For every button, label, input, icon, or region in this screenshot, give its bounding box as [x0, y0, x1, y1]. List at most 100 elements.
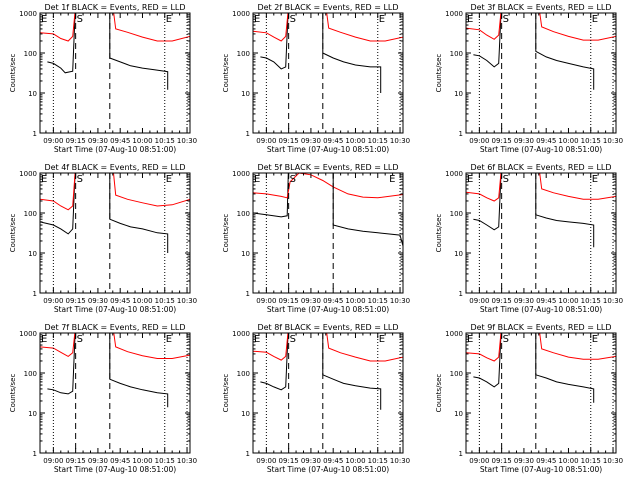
- y-tick-label: 10: [241, 250, 250, 258]
- panel-title: Det 3f BLACK = Events, RED = LLD: [470, 3, 611, 12]
- marker-e: E: [379, 14, 385, 25]
- marker-e: E: [467, 334, 473, 345]
- panel-frame: [39, 332, 191, 454]
- x-tick-label: 09:30: [301, 297, 321, 305]
- x-tick-label: 09:00: [43, 137, 63, 145]
- x-tick-label: 10:15: [581, 457, 601, 465]
- x-axis-label: Start Time (07-Aug-10 08:51:00): [480, 465, 602, 474]
- marker-e: E: [592, 334, 598, 345]
- panel-frame: [465, 172, 617, 294]
- y-tick-label: 1: [246, 450, 250, 458]
- y-tick-label: 1: [33, 450, 37, 458]
- y-axis-label: Counts/sec: [9, 54, 17, 93]
- marker-s: S: [290, 174, 296, 185]
- series-lld: [253, 333, 403, 362]
- marker-s: S: [77, 174, 83, 185]
- x-tick-label: 10:00: [132, 137, 152, 145]
- x-tick-label: 09:45: [110, 297, 130, 305]
- marker-e: E: [389, 174, 395, 185]
- x-tick-label: 09:45: [110, 137, 130, 145]
- x-tick-label: 09:15: [492, 457, 512, 465]
- y-tick-label: 1: [246, 130, 250, 138]
- series-events: [47, 333, 169, 408]
- x-tick-label: 09:15: [66, 137, 86, 145]
- y-tick-label: 1000: [445, 330, 463, 338]
- panel-frame: [252, 12, 404, 134]
- y-tick-label: 100: [24, 370, 37, 378]
- y-tick-label: 1: [459, 130, 463, 138]
- x-tick-label: 09:15: [492, 137, 512, 145]
- panel-det-7: Det 7f BLACK = Events, RED = LLD E S E 1 10 10…: [9, 323, 197, 474]
- x-tick-label: 09:00: [256, 297, 276, 305]
- x-axis-label: Start Time (07-Aug-10 08:51:00): [54, 305, 176, 314]
- y-tick-label: 10: [28, 250, 37, 258]
- x-tick-label: 10:30: [390, 137, 410, 145]
- panel-det-6: Det 6f BLACK = Events, RED = LLD E S E 1 10 10…: [435, 163, 623, 314]
- y-tick-label: 10: [454, 250, 463, 258]
- marker-e: E: [379, 334, 385, 345]
- marker-e: E: [467, 174, 473, 185]
- x-tick-label: 10:15: [155, 297, 175, 305]
- panel-det-3: Det 3f BLACK = Events, RED = LLD E S E 1 10 10…: [435, 3, 623, 154]
- x-axis-label: Start Time (07-Aug-10 08:51:00): [54, 465, 176, 474]
- panel-title: Det 5f BLACK = Events, RED = LLD: [257, 163, 398, 172]
- y-tick-label: 1: [33, 290, 37, 298]
- y-tick-label: 1000: [232, 10, 250, 18]
- x-axis-label: Start Time (07-Aug-10 08:51:00): [480, 305, 602, 314]
- x-tick-label: 10:00: [132, 297, 152, 305]
- marker-s: S: [77, 334, 83, 345]
- panel-title: Det 1f BLACK = Events, RED = LLD: [44, 3, 185, 12]
- y-tick-label: 100: [24, 210, 37, 218]
- x-tick-label: 09:15: [279, 297, 299, 305]
- marker-e: E: [41, 14, 47, 25]
- panel-title: Det 9f BLACK = Events, RED = LLD: [470, 323, 611, 332]
- marker-e: E: [592, 174, 598, 185]
- panel-det-2: Det 2f BLACK = Events, RED = LLD E S E 1 10 10…: [222, 3, 410, 154]
- x-tick-label: 09:00: [43, 457, 63, 465]
- panel-title: Det 6f BLACK = Events, RED = LLD: [470, 163, 611, 172]
- panel-det-9: Det 9f BLACK = Events, RED = LLD E S E 1 10 10…: [435, 323, 623, 474]
- x-tick-label: 09:15: [66, 457, 86, 465]
- x-tick-label: 10:00: [345, 137, 365, 145]
- marker-s: S: [290, 14, 296, 25]
- marker-e: E: [254, 334, 260, 345]
- y-tick-label: 100: [450, 210, 463, 218]
- x-tick-label: 09:00: [469, 297, 489, 305]
- y-tick-label: 1000: [19, 330, 37, 338]
- panel-det-8: Det 8f BLACK = Events, RED = LLD E S E 1 10 10…: [222, 323, 410, 474]
- y-tick-label: 10: [241, 90, 250, 98]
- marker-e: E: [41, 334, 47, 345]
- panel-frame: [252, 332, 404, 454]
- x-tick-label: 10:30: [603, 457, 623, 465]
- x-tick-label: 09:45: [536, 137, 556, 145]
- x-tick-label: 09:00: [256, 457, 276, 465]
- x-tick-label: 09:45: [323, 457, 343, 465]
- x-tick-label: 09:30: [514, 297, 534, 305]
- series-lld: [466, 173, 616, 202]
- panel-frame: [465, 12, 617, 134]
- x-tick-label: 09:00: [469, 137, 489, 145]
- x-tick-label: 10:30: [603, 137, 623, 145]
- x-tick-label: 09:15: [279, 457, 299, 465]
- series-lld: [253, 13, 403, 42]
- series-lld: [253, 173, 403, 199]
- x-tick-label: 10:15: [155, 137, 175, 145]
- y-tick-label: 10: [28, 410, 37, 418]
- marker-e: E: [166, 334, 172, 345]
- x-tick-label: 10:00: [345, 297, 365, 305]
- x-tick-label: 09:45: [110, 457, 130, 465]
- marker-s: S: [77, 14, 83, 25]
- x-tick-label: 09:45: [323, 297, 343, 305]
- panel-title: Det 4f BLACK = Events, RED = LLD: [44, 163, 185, 172]
- series-lld: [40, 13, 190, 42]
- x-tick-label: 10:00: [558, 457, 578, 465]
- x-axis-label: Start Time (07-Aug-10 08:51:00): [267, 305, 389, 314]
- x-tick-label: 10:30: [177, 297, 197, 305]
- y-tick-label: 100: [237, 210, 250, 218]
- x-tick-label: 10:00: [558, 297, 578, 305]
- y-tick-label: 10: [454, 410, 463, 418]
- panel-frame: [39, 12, 191, 134]
- panel-series: [40, 333, 190, 408]
- panel-series: [253, 173, 403, 247]
- marker-s: S: [503, 14, 509, 25]
